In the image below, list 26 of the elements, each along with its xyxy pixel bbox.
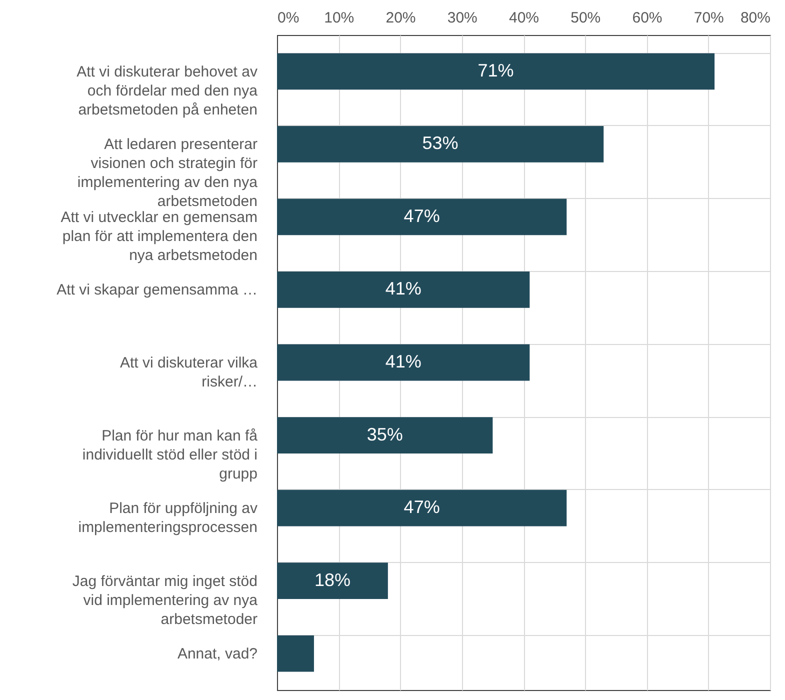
data-label: 41%	[385, 278, 422, 299]
y-tick-label: Att vi diskuterar vilka risker/…	[120, 354, 258, 390]
y-tick-label: Annat, vad?	[177, 646, 258, 663]
y-tick-label: Jag förväntar mig inget stöd vid implementering av nya arbetsmetoder	[72, 572, 258, 628]
x-tick-label: 40%	[508, 10, 540, 26]
data-label: 47%	[404, 206, 440, 226]
y-tick-label: Att vi diskuterar behovet av och fördelar med den nya arbetsmetoden på enheten	[76, 63, 258, 118]
data-label: 71%	[478, 60, 514, 80]
x-tick-label: 20%	[386, 10, 416, 26]
data-label: 35%	[366, 424, 403, 444]
x-tick-label: 0%	[278, 10, 300, 26]
x-tick-label: 50%	[570, 10, 601, 26]
y-tick-label: Att ledaren presenterar visionen och strategin för implementering av den nya arbetsmetoden	[77, 136, 258, 210]
data-label: 41%	[385, 352, 422, 372]
data-label: 47%	[404, 497, 440, 518]
x-tick-label: 80%	[740, 10, 770, 26]
data-label: 53%	[422, 133, 458, 154]
y-tick-label: Plan för uppföljning av implementeringsprocessen	[78, 500, 258, 536]
x-tick-label: 10%	[324, 10, 354, 26]
y-tick-label: Att vi utvecklar en gemensam plan för att implementera den nya arbetsmetoden	[60, 208, 258, 264]
x-tick-label: 60%	[632, 10, 662, 26]
data-label: 18%	[314, 570, 350, 590]
x-tick-label: 70%	[694, 10, 724, 26]
x-tick-label: 30%	[447, 10, 478, 26]
y-tick-label: Plan för hur man kan få individuellt stöd eller stöd i grupp	[82, 427, 258, 482]
y-tick-label: Att vi skapar gemensamma …	[56, 282, 258, 299]
